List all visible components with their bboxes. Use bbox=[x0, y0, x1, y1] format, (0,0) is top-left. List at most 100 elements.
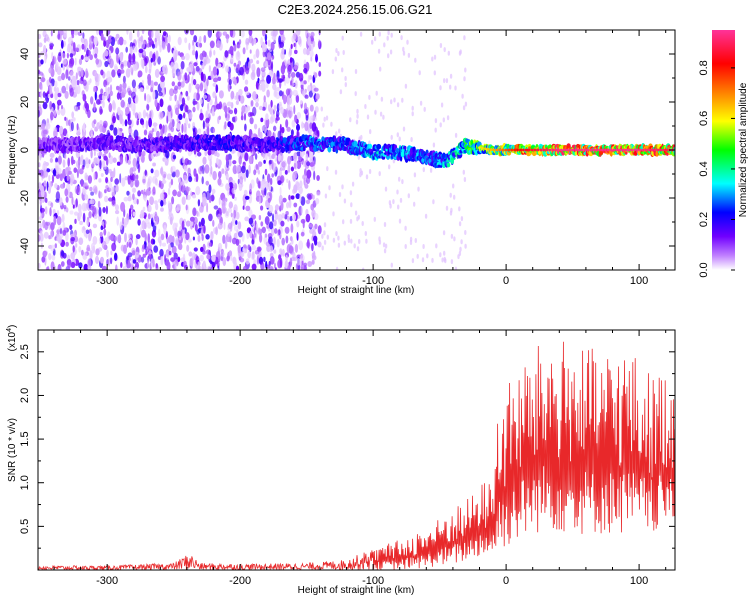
spectrogram-noise-point bbox=[50, 230, 53, 239]
spectrogram-noise-point bbox=[223, 105, 228, 113]
spectrogram-noise-point bbox=[210, 231, 214, 241]
spectrogram-noise-point bbox=[176, 191, 182, 198]
spectrogram-noise-point bbox=[152, 122, 158, 127]
spectrogram-noise-point bbox=[305, 48, 310, 56]
spectrogram-noise-point bbox=[48, 174, 51, 182]
spectrogram-noise-point bbox=[89, 78, 92, 83]
spectrogram-noise-point bbox=[294, 171, 298, 179]
spectrogram-noise-point bbox=[454, 132, 458, 138]
spectrogram-noise-point bbox=[234, 258, 237, 266]
spectrogram-noise-point bbox=[268, 204, 274, 214]
spectrogram-noise-point bbox=[464, 67, 467, 73]
spectrogram-noise-point bbox=[217, 178, 222, 186]
spectrogram-noise-point bbox=[98, 178, 102, 183]
spectrogram-noise-point bbox=[104, 50, 109, 57]
spectrogram-trace-core bbox=[627, 148, 631, 152]
spectrogram-noise-point bbox=[224, 121, 227, 130]
spectrogram-noise-point bbox=[108, 258, 111, 267]
spectrogram-noise-point bbox=[287, 73, 291, 79]
spectrogram-noise-point bbox=[302, 90, 306, 97]
spectrogram-noise-point bbox=[57, 235, 62, 244]
spectrogram-noise-point bbox=[337, 51, 340, 57]
spectrogram-noise-point bbox=[247, 111, 253, 118]
spectrogram-noise-point bbox=[248, 34, 253, 44]
spectrogram-noise-point bbox=[58, 125, 64, 135]
spectrogram-trace-core bbox=[539, 148, 543, 152]
spectrogram-noise-point bbox=[65, 196, 69, 203]
spectrogram-noise-point bbox=[202, 196, 207, 207]
spectrogram-noise-point bbox=[295, 30, 301, 36]
spectrogram-noise-point bbox=[354, 91, 357, 97]
spectrogram-noise-point bbox=[142, 109, 147, 119]
spectrogram-noise-point bbox=[264, 152, 268, 161]
spectrogram-noise-point bbox=[124, 176, 128, 181]
spectrogram-noise-point bbox=[281, 47, 285, 55]
spectrogram-noise-point bbox=[310, 56, 313, 62]
spectrogram-noise-point bbox=[160, 207, 164, 212]
spectrogram-noise-point bbox=[108, 197, 113, 202]
spectrogram-noise-point bbox=[206, 202, 209, 213]
spectrogram-noise-point bbox=[217, 63, 222, 68]
spectrogram-noise-point bbox=[251, 263, 257, 270]
spectrogram-noise-point bbox=[212, 66, 218, 76]
spectrogram-noise-point bbox=[86, 219, 90, 227]
spectrogram-noise-point bbox=[325, 115, 329, 121]
spectrogram-noise-point bbox=[70, 178, 74, 186]
spectrogram-noise-point bbox=[64, 188, 69, 197]
spectrogram-noise-point bbox=[221, 205, 227, 214]
spectrogram-noise-point bbox=[300, 231, 305, 237]
spectrogram-noise-point bbox=[262, 30, 266, 37]
spectrogram-noise-point bbox=[136, 198, 139, 205]
spectrogram-noise-point bbox=[79, 220, 83, 226]
spectrogram-noise-point bbox=[43, 44, 47, 54]
spectrogram-noise-point bbox=[259, 228, 263, 235]
spectrogram-noise-point bbox=[51, 174, 55, 183]
spectrogram-noise-point bbox=[38, 234, 41, 242]
spectrogram-noise-point bbox=[119, 83, 123, 93]
spectrogram-noise-point bbox=[209, 263, 212, 268]
spectrogram-noise-point bbox=[109, 257, 113, 265]
spectrogram-trace-core bbox=[636, 148, 639, 152]
spectrogram-noise-point bbox=[181, 156, 184, 164]
spectrogram-noise-point bbox=[306, 161, 311, 167]
x-tick-label: -100 bbox=[362, 275, 384, 287]
spectrogram-noise-point bbox=[54, 183, 58, 189]
spectrogram-noise-point bbox=[60, 39, 64, 49]
spectrogram-noise-point bbox=[238, 155, 242, 165]
x-tick-label: 100 bbox=[630, 275, 648, 287]
spectrogram-trace-core bbox=[586, 148, 590, 152]
spectrogram-noise-point bbox=[422, 167, 425, 173]
spectrogram-noise-point bbox=[172, 189, 178, 197]
spectrogram-noise-point bbox=[228, 201, 233, 209]
spectrogram-noise-point bbox=[265, 260, 268, 269]
spectrogram-noise-point bbox=[126, 261, 131, 269]
spectrogram-noise-point bbox=[127, 233, 131, 240]
spectrogram-trace-core bbox=[621, 148, 625, 152]
spectrogram-noise-point bbox=[242, 47, 246, 55]
spectrogram-noise-point bbox=[212, 128, 216, 133]
spectrogram-noise-point bbox=[171, 68, 177, 77]
spectrogram-noise-point bbox=[59, 30, 64, 36]
spectrogram-noise-point bbox=[261, 75, 265, 82]
spectrogram-noise-point bbox=[78, 237, 84, 245]
spectrogram-noise-point bbox=[266, 52, 272, 61]
spectrogram-noise-point bbox=[74, 47, 79, 52]
spectrogram-noise-point bbox=[354, 69, 358, 74]
spectrogram-noise-point bbox=[147, 73, 152, 82]
spectrogram-noise-point bbox=[228, 159, 232, 167]
spectrogram-trace-core bbox=[650, 148, 654, 152]
spectrogram-noise-point bbox=[201, 234, 204, 241]
spectrogram-noise-point bbox=[312, 114, 316, 122]
spectrogram-noise-point bbox=[116, 216, 119, 226]
spectrogram-noise-point bbox=[172, 154, 177, 160]
spectrogram-noise-point bbox=[74, 218, 77, 224]
spectrogram-noise-point bbox=[199, 254, 204, 262]
spectrogram-noise-point bbox=[132, 250, 136, 256]
spectrogram-noise-point bbox=[84, 56, 89, 61]
spectrogram-noise-point bbox=[126, 190, 130, 196]
spectrogram-noise-point bbox=[397, 204, 400, 210]
spectrogram-noise-point bbox=[289, 236, 293, 242]
spectrogram-noise-point bbox=[443, 78, 446, 84]
spectrogram-noise-point bbox=[398, 218, 402, 224]
spectrogram-noise-point bbox=[61, 213, 65, 223]
